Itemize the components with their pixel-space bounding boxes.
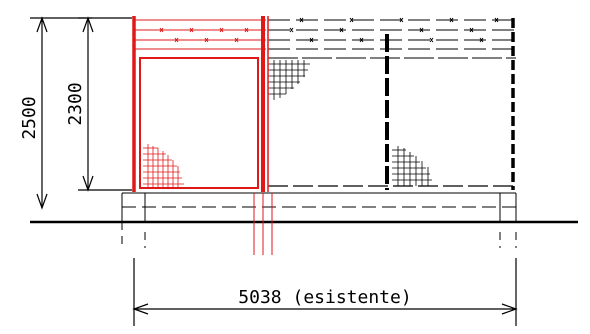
new-hatch bbox=[143, 144, 184, 188]
new-frame bbox=[132, 16, 269, 192]
dimension-width-existing bbox=[132, 258, 518, 326]
existing-roof-markers bbox=[289, 17, 499, 43]
dimension-label-2300: 2300 bbox=[65, 82, 86, 125]
new-roof bbox=[134, 19, 266, 50]
foundation-beam bbox=[121, 192, 517, 248]
dimension-label-5038: 5038 (esistente) bbox=[238, 287, 411, 308]
dimension-height-inner bbox=[78, 16, 132, 192]
existing-hatch-lower bbox=[392, 146, 432, 186]
dimension-label-2500: 2500 bbox=[19, 96, 40, 139]
existing-hatch-upper bbox=[268, 60, 310, 100]
existing-roof bbox=[268, 19, 516, 59]
new-roof-markers bbox=[159, 27, 249, 43]
new-column-footing-lines bbox=[253, 193, 273, 255]
